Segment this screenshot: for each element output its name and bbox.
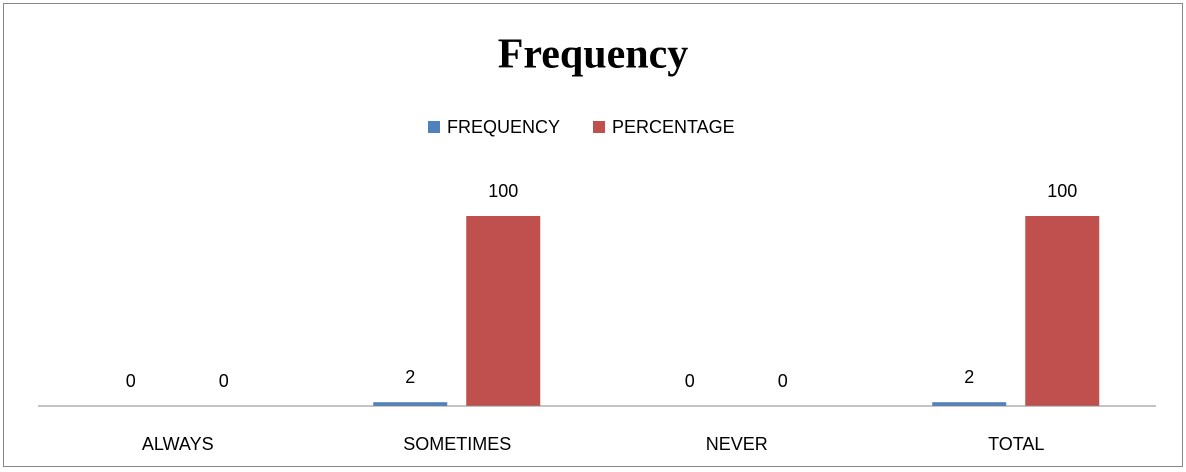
bar bbox=[1025, 216, 1100, 406]
legend-swatch bbox=[593, 121, 605, 133]
chart-border bbox=[3, 3, 1183, 467]
data-label: 0 bbox=[685, 371, 695, 391]
x-tick-label: NEVER bbox=[706, 434, 768, 454]
data-label: 100 bbox=[1047, 181, 1077, 201]
bar bbox=[466, 216, 541, 406]
data-label: 0 bbox=[126, 371, 136, 391]
data-label: 100 bbox=[488, 181, 518, 201]
x-tick-label: SOMETIMES bbox=[403, 434, 511, 454]
legend-label: PERCENTAGE bbox=[612, 117, 735, 137]
bar bbox=[373, 402, 448, 406]
legend-label: FREQUENCY bbox=[447, 117, 560, 137]
x-tick-label: TOTAL bbox=[988, 434, 1044, 454]
legend-swatch bbox=[428, 121, 440, 133]
data-label: 0 bbox=[778, 371, 788, 391]
data-label: 2 bbox=[964, 367, 974, 387]
data-label: 2 bbox=[405, 367, 415, 387]
chart-title: Frequency bbox=[498, 32, 689, 78]
x-tick-label: ALWAYS bbox=[142, 434, 214, 454]
data-label: 0 bbox=[219, 371, 229, 391]
bar bbox=[932, 402, 1007, 406]
